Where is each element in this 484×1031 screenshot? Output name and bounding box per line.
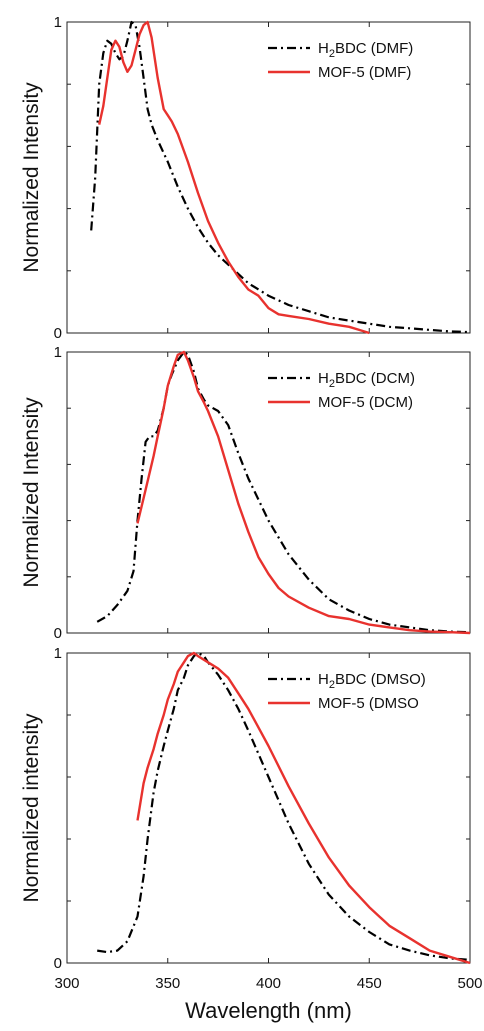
mof5-series-line	[136, 350, 471, 635]
x-tick-label: 400	[256, 975, 281, 992]
y-axis-label: Normalized Intensity	[20, 82, 43, 273]
x-tick-label: 500	[457, 975, 482, 992]
x-tick-label: 450	[357, 975, 382, 992]
y-tick-label: 0	[54, 325, 62, 342]
y-tick-label: 1	[54, 344, 62, 361]
y-tick-label: 0	[54, 955, 62, 972]
legend-entry: H2BDC (DCM)	[318, 370, 415, 390]
legend-entry: H2BDC (DMF)	[318, 40, 413, 60]
legend-entry: MOF-5 (DMF)	[318, 64, 411, 81]
x-tick-label: 300	[54, 975, 79, 992]
panel-1: 0 1 Normalized Intensity H2BDC (DMF) MOF-5 (…	[20, 14, 471, 342]
panel-3: 0 1 Normalized intensity H2BDC (DMSO) MOF-5 …	[20, 645, 471, 972]
legend-entry: H2BDC (DMSO)	[318, 671, 426, 691]
h2bdc-series-line	[90, 20, 471, 334]
x-axis-label: Wavelength (nm)	[185, 998, 352, 1023]
legend-entry: MOF-5 (DMSO	[318, 695, 419, 712]
y-tick-label: 0	[54, 625, 62, 642]
h2bdc-series-line	[96, 350, 471, 634]
h2bdc-series-line	[97, 651, 471, 961]
y-axis-label: Normalized Intensity	[20, 397, 43, 588]
y-axis-label: Normalized intensity	[20, 713, 43, 903]
y-tick-label: 1	[54, 14, 62, 31]
x-tick-label: 350	[155, 975, 180, 992]
mof5-series-line	[136, 651, 471, 965]
y-tick-label: 1	[54, 645, 62, 662]
legend-entry: MOF-5 (DCM)	[318, 394, 413, 411]
mof5-series-line	[98, 20, 370, 335]
panel-2: 0 1 Normalized Intensity H2BDC (DCM) MOF-5 (…	[20, 344, 471, 642]
